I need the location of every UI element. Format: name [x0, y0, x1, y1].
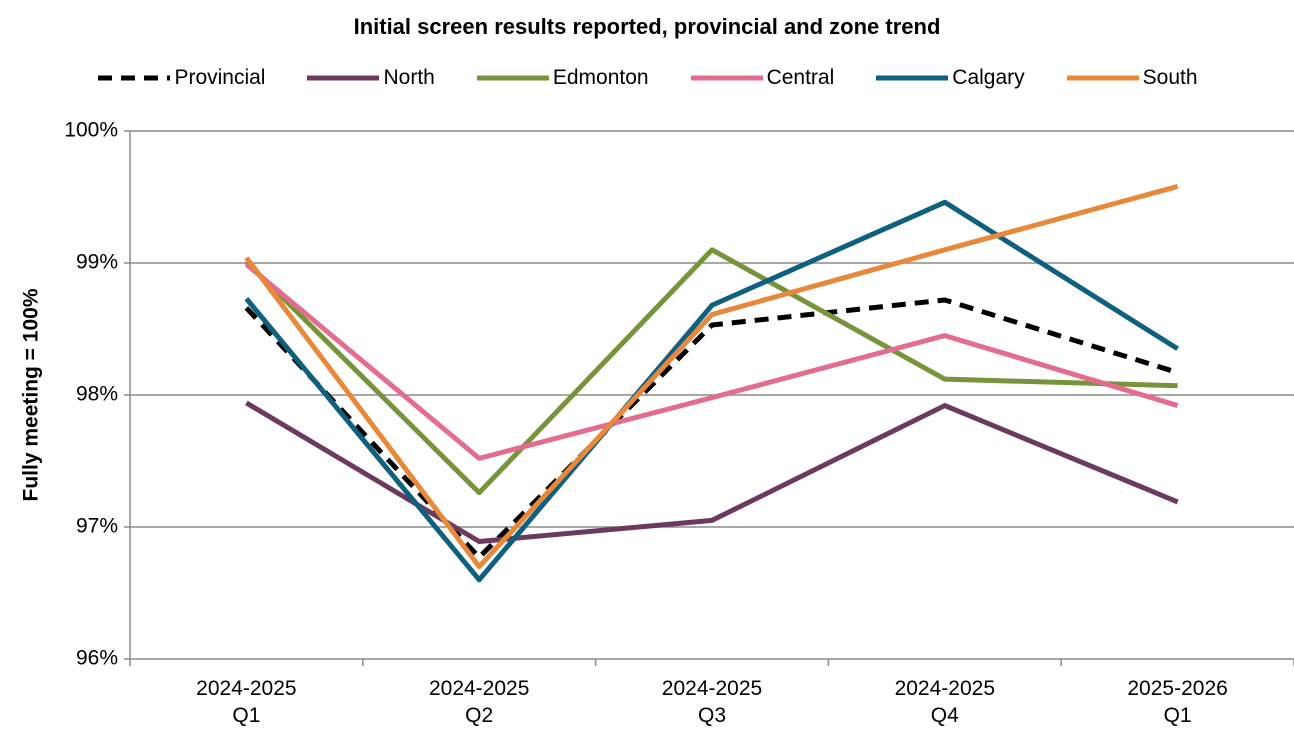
- y-axis-label: Fully meeting = 100%: [20, 288, 43, 501]
- legend-label: Edmonton: [552, 66, 649, 89]
- series-line: [244, 297, 1179, 560]
- series-line: [244, 199, 1179, 583]
- legend-label: South: [1142, 66, 1198, 89]
- x-tick-label: 2024-2025 Q3: [661, 677, 763, 727]
- legend-label: Provincial: [174, 66, 266, 89]
- legend-swatch: [690, 75, 763, 81]
- x-tick-label: 2024-2025 Q4: [894, 677, 996, 727]
- legend-item: South: [1065, 66, 1198, 90]
- series-line: [245, 400, 1179, 545]
- series-line: [244, 262, 1179, 461]
- y-tick-label: 96%: [76, 647, 118, 670]
- x-tick-label: 2025-2026 Q1: [1127, 677, 1228, 727]
- legend-label: Calgary: [952, 66, 1025, 89]
- legend-item: Provincial: [96, 66, 265, 90]
- legend-swatch: [876, 75, 949, 81]
- legend-label: Central: [766, 66, 835, 89]
- y-tick-label: 99%: [76, 251, 118, 274]
- x-tick-label: 2024-2025 Q2: [428, 677, 530, 727]
- x-tick-label: 2024-2025 Q1: [196, 677, 297, 727]
- legend-swatch: [1066, 75, 1139, 81]
- chart-title: Initial screen results reported, provinc…: [353, 14, 941, 39]
- legend-label: North: [383, 66, 435, 89]
- series-line: [244, 247, 1178, 496]
- legend-item: North: [305, 66, 435, 90]
- y-tick-label: 98%: [76, 383, 118, 406]
- legend-swatch: [307, 75, 380, 81]
- legend-item: Calgary: [874, 66, 1025, 90]
- y-tick-label: 97%: [76, 515, 118, 538]
- legend-item: Central: [689, 66, 835, 90]
- legend-item: Edmonton: [475, 66, 649, 90]
- legend: Provincial North Edmonton Central Calgary Sou…: [0, 66, 1294, 90]
- legend-swatch: [98, 75, 171, 81]
- legend-swatch: [476, 75, 549, 81]
- y-tick-label: 100%: [64, 119, 118, 142]
- series-line: [244, 184, 1179, 570]
